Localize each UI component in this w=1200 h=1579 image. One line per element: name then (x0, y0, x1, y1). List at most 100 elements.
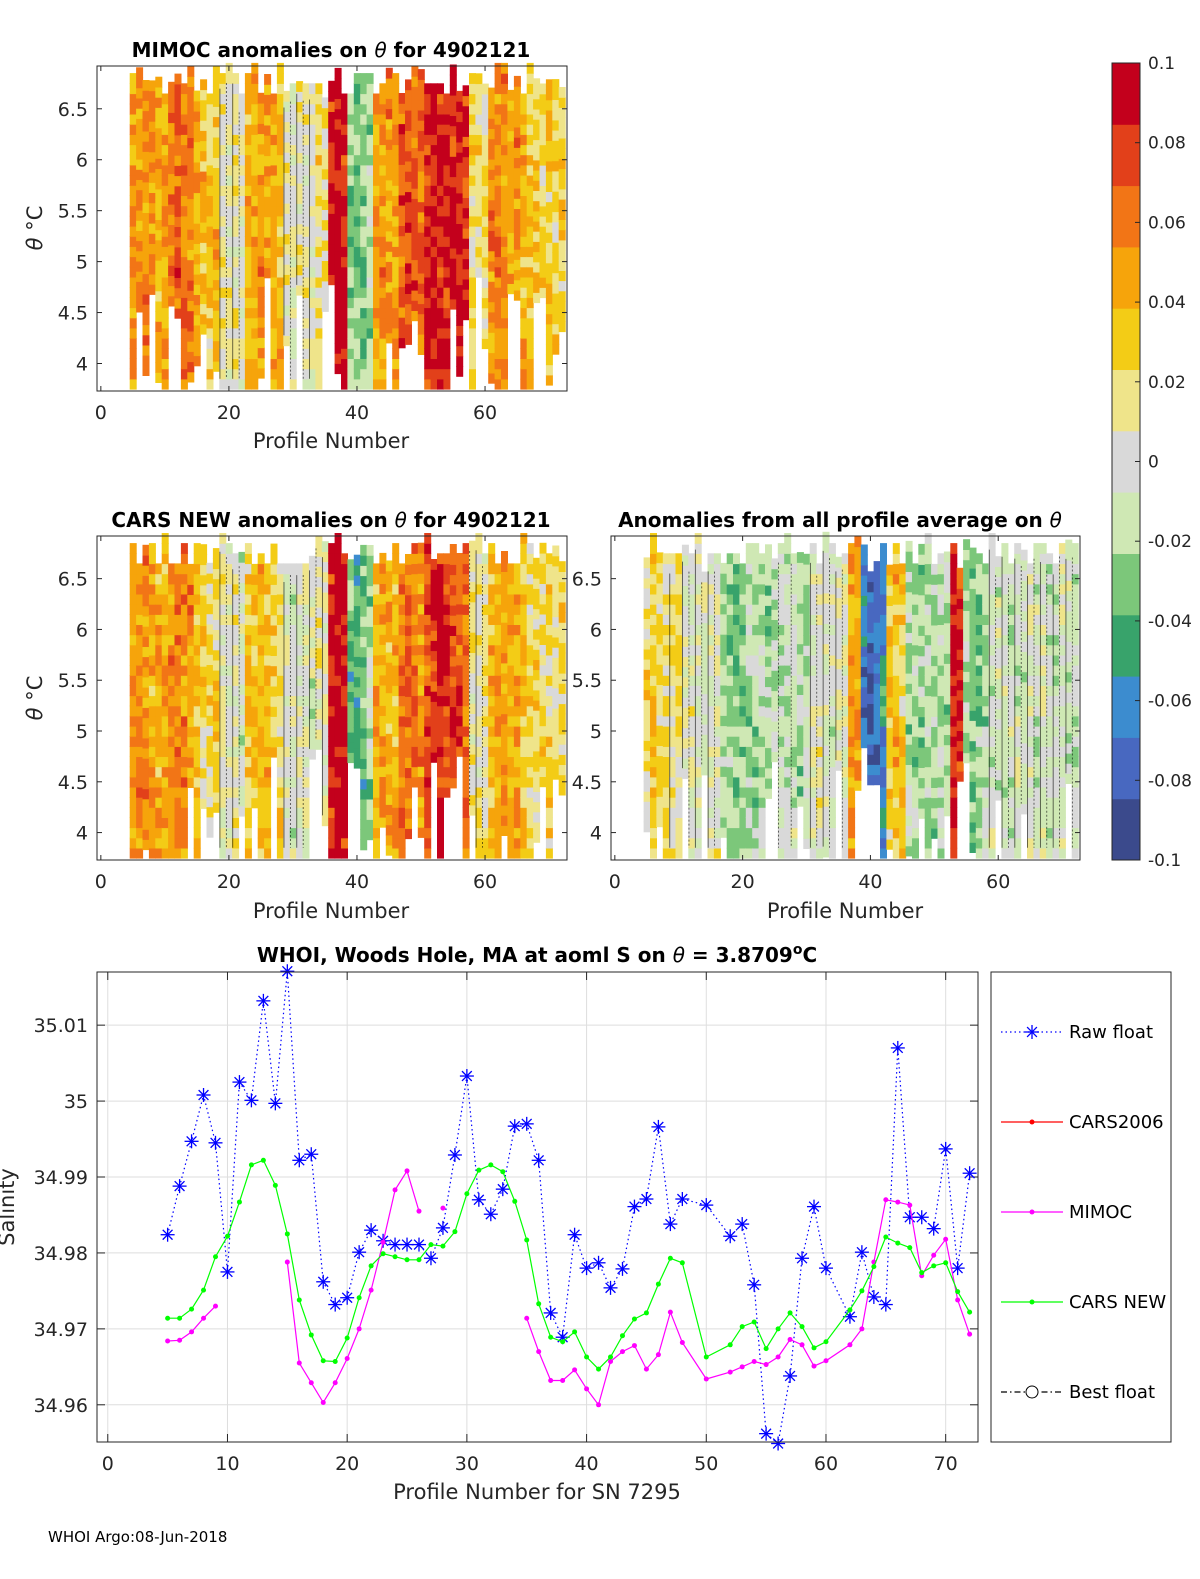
heatmap-cell (469, 114, 476, 125)
heatmap-cell (520, 144, 527, 155)
heatmap-cell (226, 297, 233, 308)
heatmap-cell (392, 165, 399, 176)
heatmap-cell (290, 797, 297, 808)
heatmap-cell (520, 838, 527, 849)
heatmap-cell (443, 756, 450, 767)
heatmap-cell (450, 778, 457, 789)
heatmap-cell (245, 287, 252, 298)
heatmap-cell (367, 308, 374, 319)
heatmap-cell (251, 216, 258, 227)
heatmap-cell (168, 102, 175, 113)
heatmap-cell (219, 594, 226, 605)
heatmap-cell (213, 320, 220, 331)
heatmap-cell (701, 755, 708, 766)
heatmap-cell (431, 104, 438, 115)
heatmap-cell (650, 838, 657, 849)
heatmap-cell (880, 838, 887, 849)
heatmap-cell (251, 114, 258, 125)
heatmap-cell (315, 257, 322, 268)
heatmap-cell (733, 777, 740, 788)
heatmap-cell (258, 215, 265, 226)
heatmap-cell (143, 121, 150, 132)
heatmap-cell (867, 602, 874, 613)
heatmap-cell (823, 725, 830, 736)
heatmap-cell (187, 584, 194, 595)
heatmap-cell (784, 726, 791, 737)
heatmap-cell (861, 595, 868, 606)
heatmap-cell (682, 768, 689, 779)
heatmap-cell (880, 614, 887, 625)
heatmap-cell (335, 696, 342, 707)
heatmap-cell (842, 777, 849, 788)
heatmap-cell (475, 94, 482, 105)
heatmap-cell (347, 641, 354, 652)
heatmap-cell (656, 796, 663, 807)
heatmap-cell (752, 767, 759, 778)
heatmap-cell (264, 716, 271, 727)
heatmap-cell (379, 338, 386, 349)
heatmap-cell (168, 807, 175, 818)
heatmap-cell (848, 574, 855, 585)
heatmap-cell (239, 226, 246, 237)
heatmap-cell (347, 620, 354, 631)
heatmap-cell (784, 655, 791, 666)
heatmap-cell (784, 696, 791, 707)
heatmap-cell (765, 747, 772, 758)
heatmap-cell (360, 799, 367, 810)
heatmap-cell (181, 277, 188, 288)
heatmap-cell (803, 564, 810, 575)
heatmap-cell (130, 614, 137, 625)
heatmap-cell (271, 706, 278, 717)
heatmap-cell (130, 369, 137, 380)
heatmap-cell (303, 777, 310, 788)
heatmap-cell (507, 563, 514, 574)
heatmap-cell (746, 614, 753, 625)
heatmap-cell (533, 89, 540, 100)
heatmap-cell (450, 595, 457, 606)
heatmap-cell (495, 348, 502, 359)
heatmap-cell (360, 206, 367, 217)
heatmap-cell (848, 645, 855, 656)
heatmap-cell (328, 101, 335, 112)
heatmap-cell (258, 123, 265, 134)
heatmap-cell (727, 624, 734, 635)
heatmap-cell (155, 179, 162, 190)
heatmap-cell (816, 584, 823, 595)
heatmap-cell (880, 563, 887, 574)
heatmap-cell (213, 300, 220, 311)
heatmap-cell (405, 686, 412, 697)
heatmap-cell (533, 109, 540, 120)
heatmap-cell (226, 206, 233, 217)
heatmap-cell (399, 614, 406, 625)
heatmap-cell (424, 665, 431, 676)
heatmap-cell (443, 277, 450, 288)
heatmap-cell (258, 235, 265, 246)
heatmap-cell (373, 155, 380, 166)
heatmap-cell (552, 181, 559, 192)
heatmap-cell (130, 563, 137, 574)
heatmap-cell (443, 195, 450, 206)
heatmap-cell (546, 273, 553, 284)
heatmap-cell (354, 165, 361, 176)
heatmap-cell (207, 318, 214, 329)
heatmap-cell (315, 195, 322, 206)
heatmap-cell (399, 175, 406, 186)
heatmap-cell (245, 665, 252, 676)
heatmap-cell (373, 675, 380, 686)
heatmap-cell (791, 726, 798, 737)
heatmap-cell (232, 114, 239, 125)
heatmap-cell (277, 328, 284, 339)
heatmap-cell (149, 152, 156, 163)
heatmap-cell (136, 706, 143, 717)
heatmap-cell (399, 266, 406, 277)
heatmap-cell (676, 665, 683, 676)
heatmap-cell (175, 614, 182, 625)
heatmap-cell (546, 665, 553, 676)
heatmap-cell (443, 716, 450, 727)
heatmap-cell (886, 798, 893, 809)
heatmap-cell (194, 223, 201, 234)
heatmap-cell (739, 716, 746, 727)
heatmap-cell (559, 775, 566, 786)
heatmap-cell (886, 788, 893, 799)
heatmap-cell (527, 563, 534, 574)
